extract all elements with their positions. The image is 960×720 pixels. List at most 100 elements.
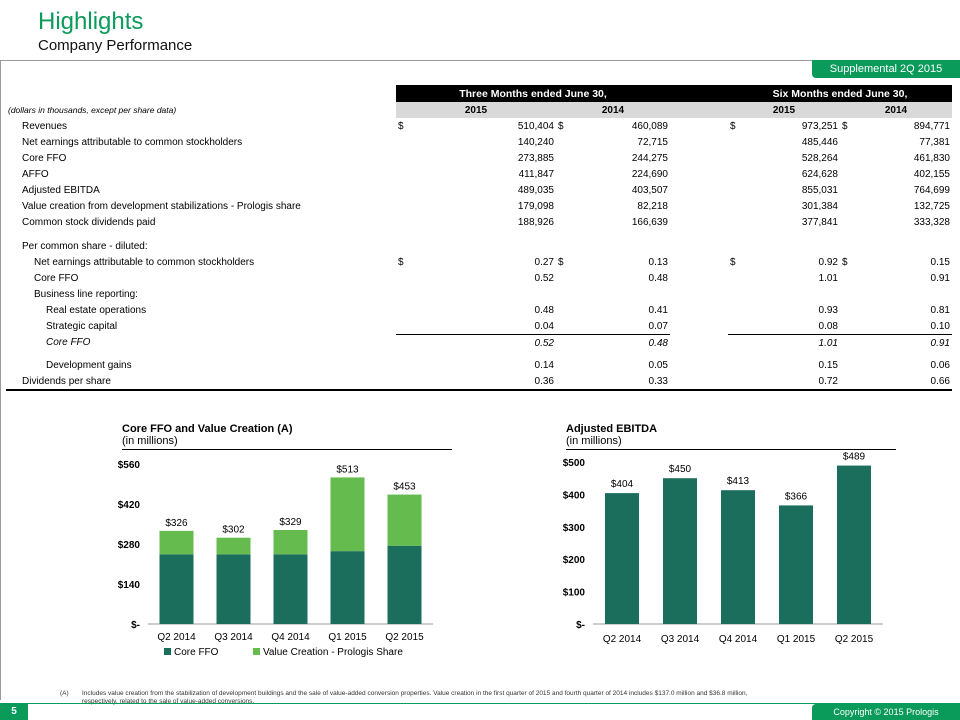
- cell-value: 77,381: [919, 136, 950, 148]
- year-header: 2015: [396, 102, 556, 118]
- core-ffo-chart-header: Core FFO and Value Creation (A) (in mill…: [122, 423, 442, 447]
- y-tick-label: $420: [118, 500, 141, 511]
- cell-value: 0.05: [648, 359, 668, 371]
- cell-value: 0.10: [930, 320, 950, 332]
- chart-title-underline: [566, 449, 896, 450]
- row-label: Common stock dividends paid: [22, 216, 156, 228]
- table-row: Real estate operations 0.48 0.41 0.93 0.…: [6, 302, 952, 318]
- row-label: Net earnings attributable to common stoc…: [22, 136, 243, 148]
- cell-value: 0.06: [930, 359, 950, 371]
- cell-value: 973,251: [801, 120, 838, 132]
- ebitda-chart: $- $100 $200 $300 $400 $500 $404 Q2 2014 $450 Q3 …: [563, 452, 883, 645]
- table-row: AFFO 411,847 224,690 624,628 402,155: [6, 166, 952, 182]
- cell-value: 0.92: [818, 256, 838, 268]
- core-ffo-subtotal-row: Core FFO 0.52 0.48 1.01 0.91: [6, 334, 952, 351]
- cell-value: 0.52: [408, 334, 556, 351]
- table-row: Development gains 0.14 0.05 0.15 0.06: [6, 351, 952, 373]
- cell-value: 132,725: [913, 200, 950, 212]
- cell-value: 179,098: [517, 200, 554, 212]
- table-row: Strategic capital 0.04 0.07 0.08 0.10: [6, 318, 952, 335]
- footer-rule: [0, 703, 960, 704]
- copyright-badge: Copyright © 2015 Prologis: [812, 704, 960, 720]
- chart-subtitle: (in millions): [122, 435, 178, 447]
- cell-value: 140,240: [517, 136, 554, 148]
- chart-subtitle: (in millions): [566, 435, 622, 447]
- cell-value: 460,089: [631, 120, 668, 132]
- page-title: Highlights: [38, 8, 144, 35]
- cell-value: 273,885: [517, 152, 554, 164]
- table-row: Adjusted EBITDA 489,035 403,507 855,031 …: [6, 182, 952, 198]
- table-row: Dividends per share 0.36 0.33 0.72 0.66: [6, 373, 952, 391]
- bar-value-creation: [216, 537, 251, 555]
- page-subtitle: Company Performance: [38, 37, 193, 54]
- data-label: $326: [165, 518, 188, 529]
- cell-value: 510,404: [517, 120, 554, 132]
- y-tick-label: $-: [131, 620, 140, 631]
- cell-value: 82,218: [637, 200, 668, 212]
- table-row: Value creation from development stabiliz…: [6, 198, 952, 214]
- header-divider: [0, 60, 960, 61]
- y-tick-label: $400: [563, 490, 586, 501]
- y-tick-label: $300: [563, 523, 586, 534]
- supplemental-badge: Supplemental 2Q 2015: [812, 60, 960, 78]
- cell-value: 0.48: [648, 272, 668, 284]
- bar-core-ffo: [387, 545, 422, 624]
- cell-value: 0.72: [740, 373, 840, 391]
- year-header: 2014: [556, 102, 670, 118]
- bar-value-creation: [387, 494, 422, 546]
- year-header: 2014: [840, 102, 952, 118]
- cell-value: 1.01: [740, 334, 840, 351]
- page-number: 5: [0, 704, 28, 720]
- bar-core-ffo: [273, 554, 308, 624]
- cell-value: 301,384: [801, 200, 838, 212]
- table-row: Core FFO 273,885 244,275 528,264 461,830: [6, 150, 952, 166]
- chart-title-underline: [122, 449, 452, 450]
- cell-value: 244,275: [631, 152, 668, 164]
- x-tick-label: Q2 2014: [157, 632, 196, 643]
- data-label: $453: [393, 482, 416, 493]
- y-tick-label: $280: [118, 540, 141, 551]
- table-row: Core FFO 0.52 0.48 1.01 0.91: [6, 270, 952, 286]
- cell-value: 403,507: [631, 184, 668, 196]
- cell-value: 0.07: [648, 320, 668, 332]
- business-line-heading: Business line reporting:: [34, 288, 138, 300]
- bar-value-creation: [330, 477, 365, 552]
- data-label: $489: [843, 452, 866, 463]
- cell-value: 0.13: [648, 256, 668, 268]
- x-tick-label: Q1 2015: [328, 632, 367, 643]
- x-tick-label: Q2 2015: [835, 634, 874, 645]
- cell-value: 0.15: [818, 359, 838, 371]
- currency-symbol: $: [558, 120, 564, 132]
- row-label: Value creation from development stabiliz…: [22, 200, 301, 212]
- cell-value: 0.08: [818, 320, 838, 332]
- row-label: Dividends per share: [6, 373, 396, 391]
- bar-value-creation: [159, 530, 194, 555]
- row-label: Core FFO: [46, 337, 91, 349]
- y-tick-label: $140: [118, 580, 141, 591]
- y-tick-label: $560: [118, 460, 141, 471]
- bar-ebitda: [663, 478, 697, 624]
- cell-value: 489,035: [517, 184, 554, 196]
- cell-value: 528,264: [801, 152, 838, 164]
- cell-value: 461,830: [913, 152, 950, 164]
- year-header-row: (dollars in thousands, except per share …: [6, 102, 952, 118]
- three-months-header: Three Months ended June 30,: [396, 85, 670, 102]
- financial-table: Three Months ended June 30, Six Months e…: [6, 85, 952, 391]
- currency-symbol: $: [558, 256, 564, 268]
- cell-value: 0.91: [930, 272, 950, 284]
- chart-title: Core FFO and Value Creation (A): [122, 423, 293, 435]
- table-row: Net earnings attributable to common stoc…: [6, 254, 952, 270]
- cell-value: 0.91: [852, 334, 952, 351]
- cell-value: 402,155: [913, 168, 950, 180]
- cell-value: 377,841: [801, 216, 838, 228]
- currency-symbol: $: [398, 120, 404, 132]
- currency-symbol: $: [398, 256, 404, 268]
- row-label: Strategic capital: [46, 320, 118, 332]
- data-label: $413: [727, 476, 750, 487]
- legend-entry: Value Creation - Prologis Share: [263, 647, 403, 658]
- legend-entry: Core FFO: [174, 647, 219, 658]
- cell-value: 0.14: [534, 359, 554, 371]
- x-tick-label: Q3 2014: [661, 634, 700, 645]
- cell-value: 188,926: [517, 216, 554, 228]
- chart-title: Adjusted EBITDA: [566, 423, 658, 435]
